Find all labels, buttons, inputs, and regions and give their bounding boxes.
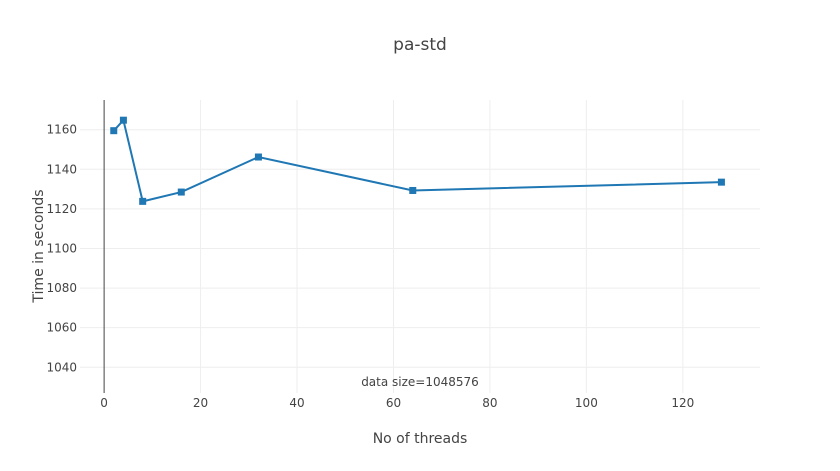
x-tick-label: 80 [482, 396, 497, 410]
x-tick-label: 60 [386, 396, 401, 410]
series-line [113, 118, 722, 203]
y-tick-label: 1080 [46, 281, 77, 295]
data-point[interactable] [177, 188, 185, 196]
x-tick-label: 100 [575, 396, 598, 410]
y-axis-label: Time in seconds [31, 189, 47, 303]
chart-annotation: data size=1048576 [361, 375, 479, 389]
data-point[interactable] [717, 178, 725, 186]
x-tick-label: 40 [289, 396, 304, 410]
x-axis-label: No of threads [373, 431, 468, 447]
y-tick-label: 1040 [46, 360, 77, 374]
y-tick-label: 1140 [46, 162, 77, 176]
data-point[interactable] [409, 186, 417, 194]
data-point[interactable] [119, 116, 127, 124]
y-tick-label: 1120 [46, 202, 77, 216]
x-tick-label: 20 [193, 396, 208, 410]
series [110, 116, 725, 205]
grid-lines [80, 100, 760, 393]
data-point[interactable] [254, 153, 262, 161]
y-tick-labels: 1040 1060 1080 1100 1120 1140 1160 [46, 123, 77, 375]
y-tick-label: 1160 [46, 123, 77, 137]
x-tick-label: 120 [671, 396, 694, 410]
x-tick-labels: 0 20 40 60 80 100 120 [100, 396, 694, 410]
y-tick-label: 1100 [46, 241, 77, 255]
y-tick-label: 1060 [46, 321, 77, 335]
chart-title: pa-std [393, 35, 447, 55]
data-point[interactable] [110, 127, 118, 135]
data-point[interactable] [139, 197, 147, 205]
x-tick-label: 0 [100, 396, 108, 410]
